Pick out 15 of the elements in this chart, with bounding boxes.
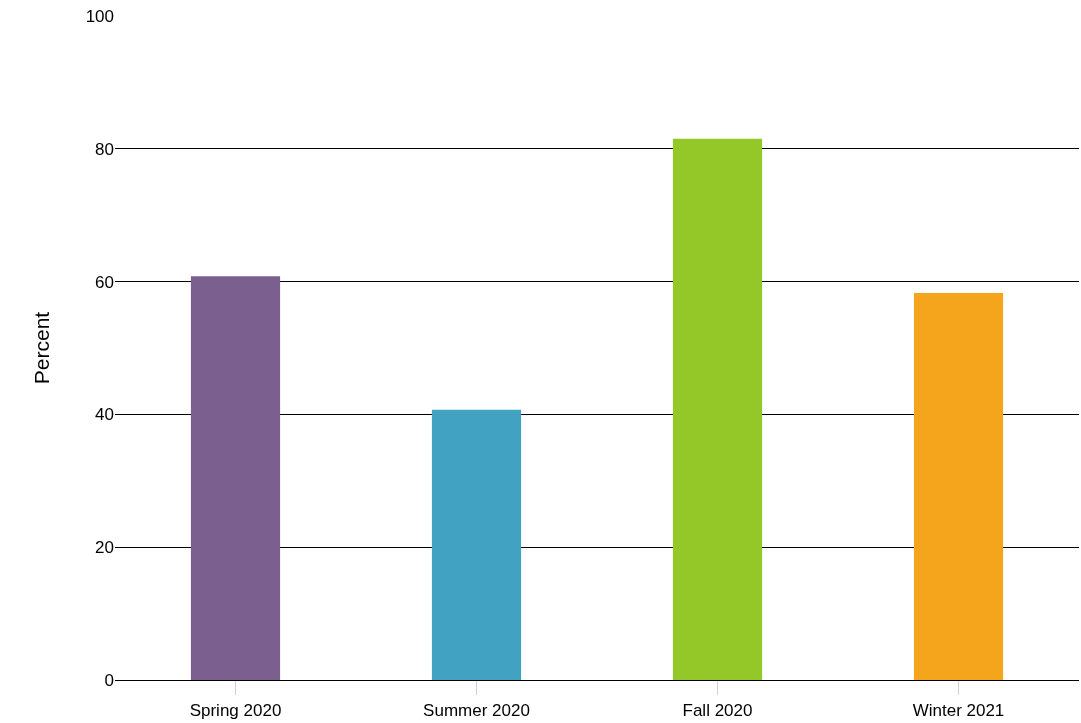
- x-tick-label: Winter 2021: [912, 700, 1005, 720]
- y-tick-label: 100: [85, 6, 114, 26]
- bar: [913, 292, 1004, 680]
- x-tick-label: Summer 2020: [423, 700, 530, 720]
- y-axis-title: Percent: [29, 311, 53, 385]
- bar: [672, 138, 763, 680]
- x-tick-label: Spring 2020: [189, 700, 282, 720]
- bar: [431, 409, 522, 680]
- y-tick-label: 60: [95, 272, 114, 292]
- y-tick-label: 80: [95, 139, 114, 159]
- y-tick-label: 0: [104, 670, 114, 690]
- y-tick-label: 20: [95, 538, 114, 558]
- bar: [190, 276, 281, 680]
- x-tick-label: Fall 2020: [682, 700, 753, 720]
- y-tick-label: 40: [95, 405, 114, 425]
